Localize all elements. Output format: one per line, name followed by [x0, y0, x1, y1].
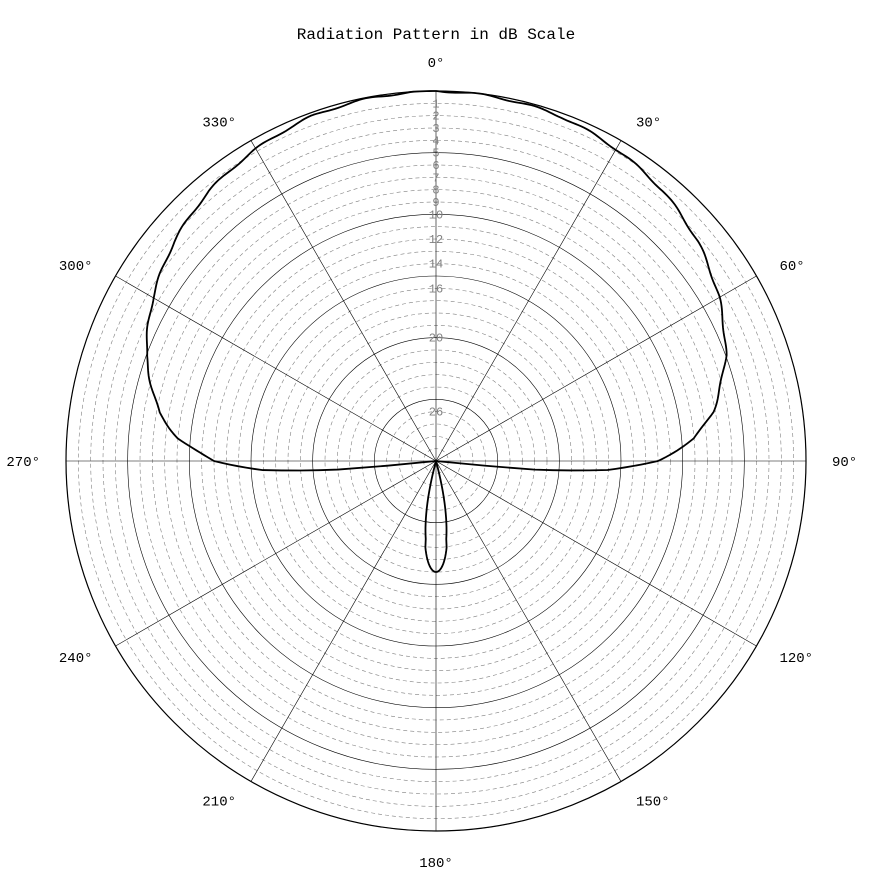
ring-label: 26 [429, 406, 443, 420]
spoke [436, 141, 621, 461]
ring-label: 12 [429, 233, 443, 247]
angle-label: 60° [779, 259, 804, 275]
angle-label: 30° [636, 116, 661, 132]
angle-label: 150° [636, 794, 670, 810]
angle-label: 0° [428, 56, 445, 72]
angle-label: 240° [59, 651, 93, 667]
angle-label: 270° [6, 455, 40, 471]
spoke [436, 276, 756, 461]
angle-label: 210° [202, 794, 236, 810]
angle-label: 180° [419, 856, 453, 872]
polar-chart-container: { "title": "Radiation Pattern in dB Scal… [0, 0, 872, 881]
spoke [436, 461, 756, 646]
polar-chart-svg: 0° 30° 60° 90° 120° 150° 180° 210° 240° 270° 300° 3… [0, 0, 872, 881]
ring-label: 10 [429, 208, 443, 222]
ring-label: 14 [429, 258, 443, 272]
spoke [116, 461, 436, 646]
angle-label: 330° [202, 116, 236, 132]
spoke [251, 461, 436, 781]
ring-label: 20 [429, 332, 443, 346]
chart-title-text: Radiation Pattern in dB Scale [297, 26, 575, 44]
spoke [251, 141, 436, 461]
spoke [436, 461, 621, 781]
spoke [116, 276, 436, 461]
angle-label: 90° [832, 455, 857, 471]
angle-label: 120° [779, 651, 813, 667]
ring-label: 16 [429, 282, 443, 296]
angle-label: 300° [59, 259, 93, 275]
chart-title: Radiation Pattern in dB Scale [0, 26, 872, 44]
